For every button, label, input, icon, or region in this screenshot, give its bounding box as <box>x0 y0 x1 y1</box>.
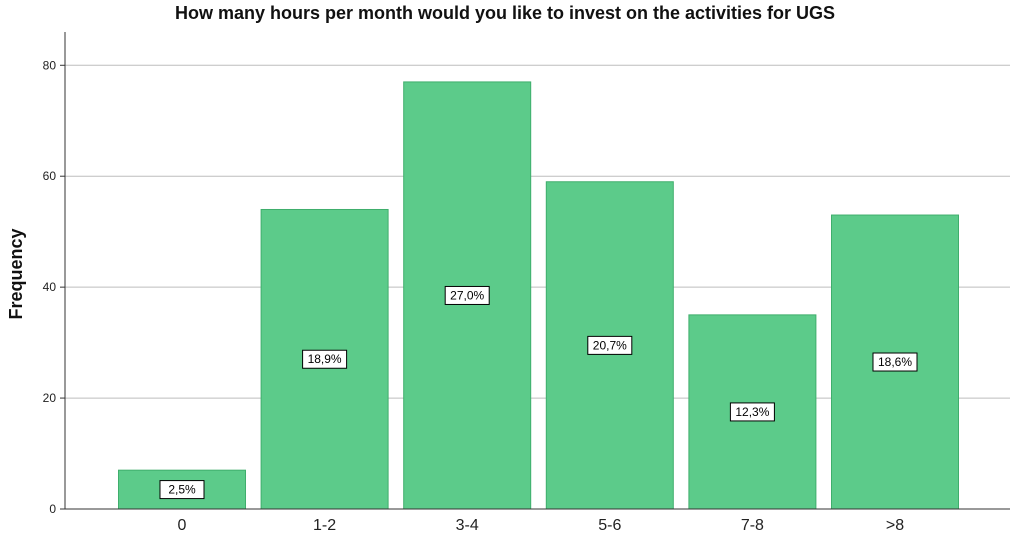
x-axis-ticks: 0 1-2 3-4 5-6 7-8 >8 <box>178 517 905 534</box>
data-label: 2,5% <box>159 480 205 500</box>
data-label-box <box>444 285 490 305</box>
x-tick-label: 3-4 <box>456 517 479 534</box>
y-tick-label: 40 <box>43 280 57 294</box>
data-label-text: 12,3% <box>735 405 769 419</box>
data-label-box <box>729 402 775 422</box>
data-label-box <box>159 480 205 500</box>
data-label-text: 18,9% <box>308 352 342 366</box>
data-label-box <box>872 352 918 372</box>
data-label: 27,0% <box>444 285 490 305</box>
data-label-text: 18,6% <box>878 355 912 369</box>
y-axis-ticks: 0 20 40 60 80 <box>43 58 65 516</box>
data-label-box <box>587 335 633 355</box>
x-tick-label: 5-6 <box>598 517 621 534</box>
bars <box>118 81 959 510</box>
data-label: 18,9% <box>302 349 348 369</box>
x-tick-label: 0 <box>178 517 187 534</box>
y-axis-label: Frequency <box>6 228 26 319</box>
data-label-text: 20,7% <box>593 338 627 352</box>
x-tick-label: 1-2 <box>313 517 336 534</box>
x-tick-label: >8 <box>886 517 904 534</box>
data-label: 18,6% <box>872 352 918 372</box>
data-label: 12,3% <box>729 402 775 422</box>
y-tick-label: 60 <box>43 169 57 183</box>
y-tick-label: 20 <box>43 391 57 405</box>
data-label-text: 27,0% <box>450 288 484 302</box>
data-labels: 2,5% 18,9% 27,0% 20,7% 12,3% 18,6% <box>159 285 918 500</box>
data-label: 20,7% <box>587 335 633 355</box>
x-tick-label: 7-8 <box>741 517 764 534</box>
y-tick-label: 80 <box>43 58 57 72</box>
y-tick-label: 0 <box>49 502 56 516</box>
chart-title: How many hours per month would you like … <box>175 3 835 23</box>
data-label-box <box>302 349 348 369</box>
data-label-text: 2,5% <box>168 483 196 497</box>
